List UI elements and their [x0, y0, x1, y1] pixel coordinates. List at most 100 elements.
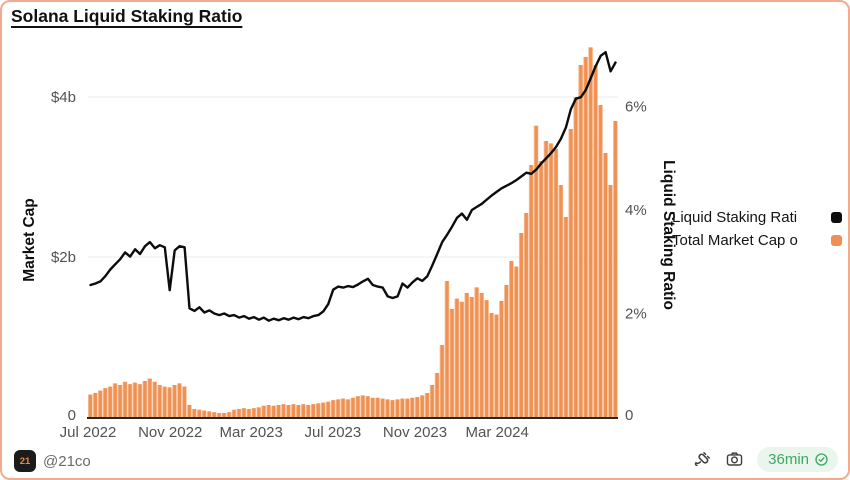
- bar: [306, 405, 310, 417]
- bar: [291, 404, 296, 417]
- bar: [207, 411, 211, 417]
- bar: [613, 121, 618, 417]
- bar: [549, 143, 553, 417]
- bar: [93, 393, 97, 417]
- bar: [410, 397, 414, 417]
- x-tick-label: Nov 2022: [138, 424, 202, 441]
- bar: [202, 410, 206, 417]
- bar: [331, 400, 335, 417]
- ratio-line: [89, 51, 617, 322]
- bar: [500, 301, 504, 417]
- footer-actions: 36min: [691, 447, 838, 472]
- page-title[interactable]: Solana Liquid Staking Ratio: [11, 6, 243, 26]
- plug-icon[interactable]: [691, 450, 711, 470]
- bar: [559, 185, 563, 417]
- bar: [371, 397, 375, 417]
- bar: [346, 399, 350, 417]
- left-axis-ticks: $4b $2b 0: [51, 89, 76, 424]
- bar: [237, 409, 241, 417]
- bar: [554, 149, 558, 417]
- bar: [138, 384, 142, 417]
- bar: [460, 301, 464, 417]
- left-tick-label: $4b: [51, 89, 76, 106]
- bar: [222, 413, 226, 417]
- bar: [267, 405, 271, 417]
- bar: [217, 413, 221, 417]
- right-tick-label: 4%: [625, 202, 647, 219]
- bar: [608, 185, 613, 417]
- bar: [490, 313, 494, 417]
- x-tick-label: Jul 2023: [305, 424, 362, 441]
- bar: [504, 285, 509, 417]
- bar: [311, 404, 315, 417]
- bar: [376, 397, 380, 417]
- bar: [381, 398, 385, 417]
- bar: [425, 393, 429, 417]
- gridlines: [88, 96, 618, 258]
- bar: [118, 385, 122, 417]
- bar: [341, 398, 345, 417]
- left-tick-label: 0: [68, 407, 76, 424]
- bar: [287, 405, 291, 417]
- bar: [391, 400, 395, 417]
- bar: [450, 309, 454, 417]
- bar: [529, 165, 533, 417]
- bar: [242, 408, 246, 417]
- bar: [158, 385, 162, 417]
- bar: [465, 293, 469, 417]
- bar: [445, 281, 449, 417]
- camera-icon[interactable]: [724, 450, 744, 470]
- bar: [316, 403, 320, 417]
- bar: [519, 233, 523, 417]
- bar: [514, 266, 518, 417]
- bar: [509, 261, 513, 417]
- bar: [282, 404, 286, 417]
- bar: [326, 401, 330, 417]
- bar: [232, 409, 236, 417]
- bar: [296, 405, 300, 417]
- x-tick-label: Mar 2024: [466, 424, 529, 441]
- bar: [470, 297, 474, 417]
- bar: [430, 385, 434, 417]
- bar: [564, 217, 568, 417]
- bar: [420, 395, 424, 417]
- bar: [321, 402, 325, 417]
- legend-label: Liquid Staking Rati: [672, 209, 798, 226]
- legend-label: Total Market Cap o: [672, 232, 798, 249]
- bar: [252, 408, 256, 417]
- bar: [187, 405, 192, 417]
- bar: [405, 398, 409, 417]
- bar: [272, 405, 276, 417]
- bar: [480, 293, 484, 417]
- bar: [257, 407, 261, 417]
- bar: [599, 105, 603, 417]
- right-tick-label: 0: [625, 407, 633, 424]
- legend-marker-black: [831, 212, 842, 223]
- bar: [435, 373, 439, 417]
- bar: [192, 409, 196, 417]
- bar: [400, 398, 405, 417]
- bar: [277, 405, 281, 417]
- marketcap-bars: [88, 47, 618, 418]
- bar: [212, 412, 216, 417]
- bar: [569, 129, 573, 417]
- bar: [589, 47, 593, 418]
- bar: [351, 397, 355, 417]
- bar: [262, 405, 266, 417]
- bar: [148, 378, 152, 417]
- x-tick-label: Nov 2023: [383, 424, 447, 441]
- bar: [584, 57, 588, 417]
- bar: [361, 395, 365, 417]
- bar: [168, 387, 172, 417]
- bar: [108, 386, 112, 417]
- bar: [88, 394, 92, 417]
- bar: [574, 97, 578, 417]
- brand-handle: @21co: [43, 452, 91, 470]
- bar: [183, 386, 187, 417]
- bar: [395, 399, 400, 417]
- bar: [440, 345, 444, 417]
- bar: [103, 388, 107, 417]
- x-tick-label: Jul 2022: [60, 424, 117, 441]
- 21co-logo-icon: 21: [14, 450, 36, 472]
